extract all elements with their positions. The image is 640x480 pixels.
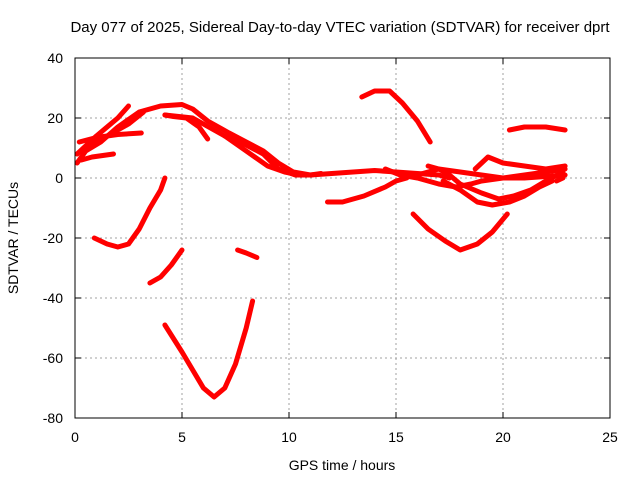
- y-tick-labels: 40 20 0 -20 -40 -60 -80: [43, 50, 63, 426]
- series-arc-16: [410, 211, 510, 253]
- y-tick-label: 0: [55, 170, 63, 186]
- series-arc-11: [162, 298, 256, 400]
- series-arc-05: [83, 109, 146, 151]
- x-tick-label: 10: [281, 429, 297, 445]
- y-tick-label: 40: [47, 50, 63, 66]
- series-arc-07: [162, 112, 211, 142]
- x-tick-label: 15: [388, 429, 404, 445]
- y-tick-label: 20: [47, 110, 63, 126]
- series-arc-03: [78, 151, 116, 163]
- chart-title: Day 077 of 2025, Sidereal Day-to-day VTE…: [70, 19, 610, 36]
- y-tick-label: -60: [43, 350, 63, 366]
- series-arc-19: [472, 154, 568, 172]
- series-arc-18: [440, 178, 555, 208]
- x-tick-label: 5: [178, 429, 186, 445]
- series-arc-21: [506, 124, 568, 133]
- series-arc-12: [235, 247, 260, 260]
- series-group: [74, 88, 568, 400]
- x-tick-label: 25: [602, 429, 618, 445]
- series-arc-20: [414, 166, 568, 181]
- x-axis-label: GPS time / hours: [289, 457, 396, 473]
- y-axis-label: SDTVAR / TECUs: [5, 182, 21, 294]
- y-tick-label: -40: [43, 290, 63, 306]
- x-tick-labels: 0 5 10 15 20 25: [71, 429, 618, 445]
- x-tick-label: 20: [495, 429, 511, 445]
- series-arc-09: [91, 175, 168, 250]
- ticks: [74, 57, 611, 419]
- x-tick-label: 0: [71, 429, 79, 445]
- y-tick-label: -20: [43, 230, 63, 246]
- series-arc-13: [325, 175, 410, 205]
- series-arc-10: [147, 247, 185, 286]
- series-arc-14: [359, 88, 433, 145]
- y-tick-label: -80: [43, 410, 63, 426]
- series-arc-22: [554, 175, 566, 184]
